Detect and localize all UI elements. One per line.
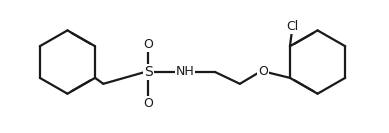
Text: S: S: [144, 65, 152, 79]
Text: O: O: [143, 97, 153, 110]
Text: O: O: [143, 38, 153, 51]
Text: O: O: [258, 65, 268, 78]
Text: NH: NH: [176, 65, 194, 78]
Text: Cl: Cl: [287, 20, 299, 33]
